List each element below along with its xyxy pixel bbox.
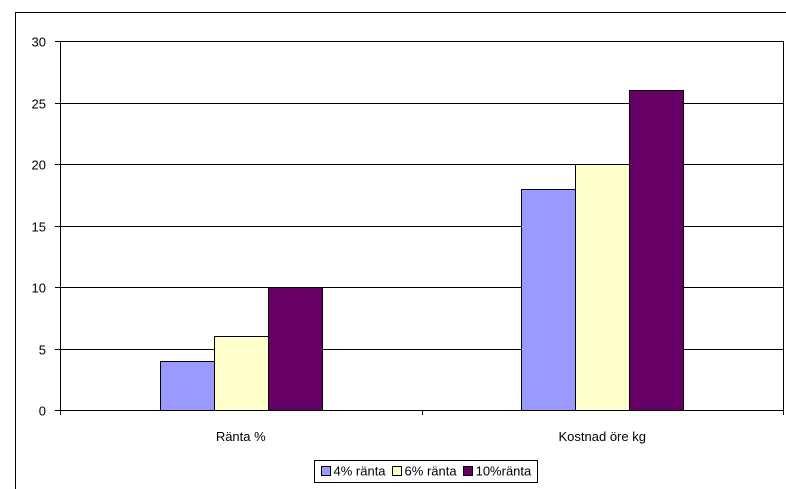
y-tick-label-15: 15: [32, 220, 46, 235]
bar-10-r-nta-1: [629, 90, 684, 411]
y-tick-labels: 0 5 10 15 20 25 30: [32, 35, 46, 419]
y-tick-label-30: 30: [32, 35, 46, 50]
bar-6-r-nta-1: [575, 164, 630, 411]
legend: 4% ränta 6% ränta 10%ränta: [314, 460, 538, 483]
legend-box: [314, 460, 538, 483]
legend-label-6-r-nta: 6% ränta: [405, 464, 458, 479]
y-tick-label-20: 20: [32, 158, 46, 173]
legend-swatch-4-r-nta: [321, 466, 331, 476]
bar-10-r-nta-0: [268, 287, 323, 411]
y-tick-label-5: 5: [39, 343, 46, 358]
y-tick-label-25: 25: [32, 97, 46, 112]
bar-6-r-nta-0: [214, 336, 269, 411]
axes: [55, 41, 784, 415]
x-tick-label-0: Ränta %: [216, 429, 266, 444]
legend-swatch-10-r-nta: [463, 466, 473, 476]
legend-label-10-r-nta: 10%ränta: [476, 464, 532, 479]
legend-swatch-6-r-nta: [392, 466, 402, 476]
y-tick-label-0: 0: [39, 404, 46, 419]
bar-4-r-nta-1: [521, 189, 576, 411]
bars: [160, 90, 684, 411]
legend-label-4-r-nta: 4% ränta: [334, 464, 387, 479]
bar-4-r-nta-0: [160, 361, 215, 411]
x-tick-label-1: Kostnad öre kg: [559, 429, 646, 444]
y-tick-label-10: 10: [32, 281, 46, 296]
x-tick-labels: Ränta % Kostnad öre kg: [216, 429, 646, 444]
